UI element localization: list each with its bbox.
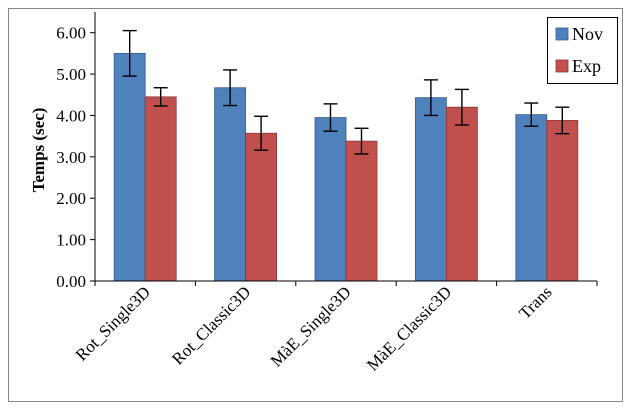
bar-exp-2 [345,140,378,282]
legend: Nov Exp [547,17,618,84]
legend-swatch-nov [555,27,569,41]
error-bar-nov-2 [323,103,338,132]
bar-exp-3 [445,106,478,282]
error-bar-nov-4 [524,102,539,127]
bar-exp-1 [245,132,278,282]
error-bar-exp-2 [354,127,369,155]
bar-exp-0 [144,96,177,282]
bar-nov-3 [414,97,447,282]
error-bar-exp-0 [153,87,168,107]
y-tick-label-4: 4.00 [56,106,86,125]
bar-nov-4 [515,114,548,282]
bar-nov-2 [314,117,347,282]
error-bar-exp-1 [254,115,269,151]
y-tick-label-3: 3.00 [56,148,86,167]
y-tick-label-6: 6.00 [56,24,86,43]
error-bar-exp-3 [454,88,469,126]
y-axis-title: Temps (sec) [29,108,48,193]
error-bar-nov-3 [423,79,438,117]
legend-label-nov: Nov [572,24,603,44]
y-tick-label-2: 2.00 [56,189,86,208]
bar-exp-4 [546,120,579,282]
error-bar-nov-0 [122,29,137,77]
legend-label-exp: Exp [572,56,601,76]
bar-nov-0 [113,52,146,282]
error-bar-nov-1 [223,69,238,107]
y-tick-label-0: 0.00 [56,272,86,291]
bar-nov-1 [214,87,247,282]
y-tick-label-1: 1.00 [56,231,86,250]
bars-layer [113,29,579,282]
error-bar-exp-4 [555,106,570,135]
legend-swatch-exp [555,59,569,73]
y-tick-label-5: 5.00 [56,65,86,84]
